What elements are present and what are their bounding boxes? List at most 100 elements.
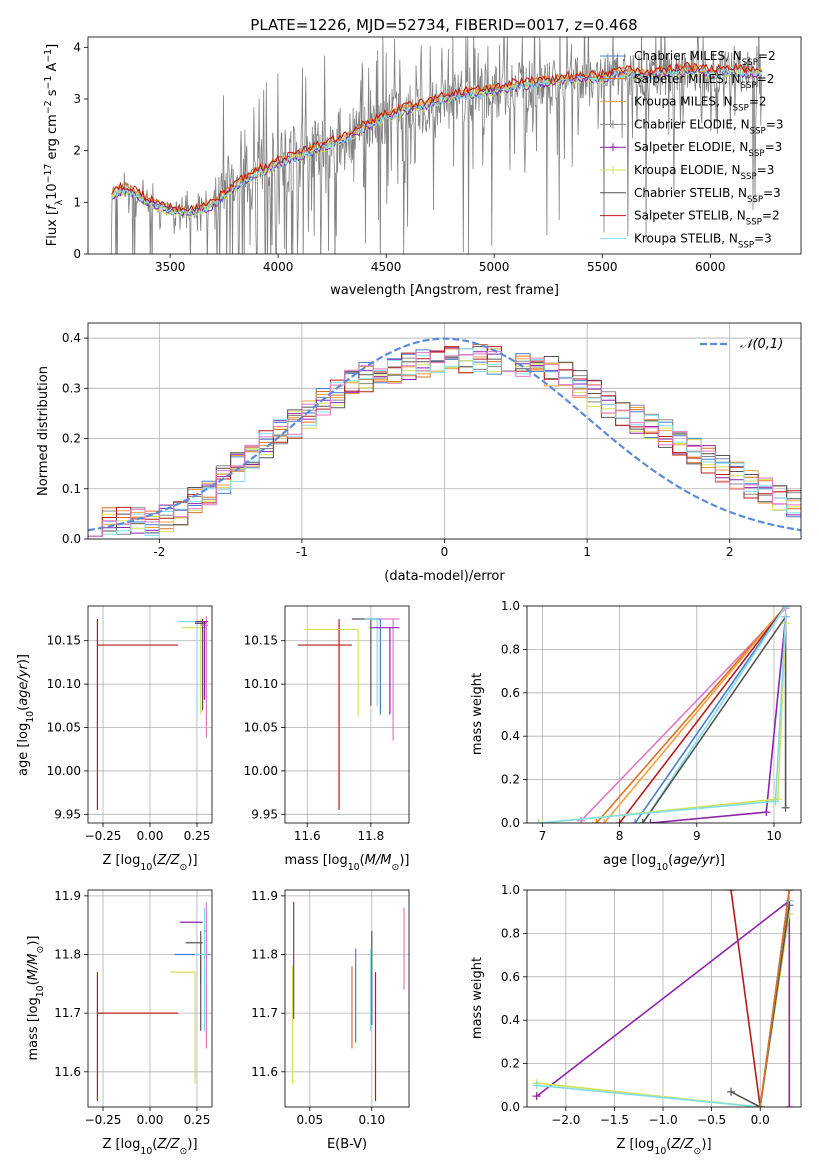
grid-group [285, 890, 409, 1107]
model-spectrum-salpeter_stelib [111, 61, 762, 213]
x-tick-label: 1 [583, 545, 591, 559]
y-tick-label: 11.9 [54, 889, 81, 903]
x-tick-label: 0.05 [296, 1113, 323, 1127]
axes-frame [87, 36, 802, 255]
y-axis-label: Flux [fλ10−17 erg cm−2 s−1 A−1] [43, 44, 65, 246]
x-tick-label: 3500 [155, 260, 186, 274]
y-tick-label: 1.0 [501, 599, 520, 613]
axes-frame [526, 605, 802, 824]
plot-area [297, 618, 400, 810]
y-tick-label: 11.8 [54, 948, 81, 962]
legend: 𝒩(0,1) [700, 337, 783, 352]
y-tick-label: 10.00 [244, 764, 278, 778]
panel-mass_age: 11.6 11.8 9.95 10.00 10.05 10.10 10.15 mass [lo… [244, 605, 410, 873]
weight-marker [534, 819, 543, 823]
error-cross-chabrier-miles [364, 618, 381, 715]
weight-line-chabrier_stelib-4 [730, 905, 791, 1107]
y-axis-label: mass [log10(M/M⊙)] [26, 936, 46, 1061]
x-tick-label: −0.25 [85, 829, 122, 843]
plot-area [534, 606, 790, 823]
x-tick-label: 11.6 [294, 829, 321, 843]
y-tick-label: 0.4 [501, 729, 520, 743]
y-tick-label: 10.05 [47, 721, 81, 735]
y-tick-label: 1 [73, 195, 81, 209]
y-tick-label: 3 [73, 92, 81, 106]
weight-marker [646, 819, 655, 823]
error-cross-salpeter-elodie [370, 627, 400, 715]
y-tick-label: 0.3 [62, 381, 81, 395]
x-tick-label: 7 [539, 829, 547, 843]
error-cross-salpeter-stelib [96, 972, 179, 1102]
legend-entry: 𝒩(0,1) [740, 337, 783, 352]
error-cross-chabrier-stelib [351, 618, 378, 706]
error-cross-salpeter-stelib [297, 619, 352, 810]
weight-line-kroupa_stelib-5 [642, 606, 787, 823]
weight-line-chabrier_stelib-6 [642, 614, 787, 823]
weight-line-chabrier_miles-4 [634, 606, 787, 823]
legend-marker [609, 120, 617, 129]
normal-curve [88, 337, 801, 532]
x-tick-label: 0.25 [184, 829, 211, 843]
weight-line-salpeter_miles-1 [595, 606, 787, 823]
plot-area [96, 616, 209, 810]
y-tick-label: 10.00 [47, 764, 81, 778]
legend-marker [609, 166, 617, 174]
x-tick-label: 11.8 [357, 829, 384, 843]
y-tick-label: 10.15 [47, 634, 81, 648]
weight-line-salpeter_miles-6 [759, 890, 791, 1107]
axes-frame [87, 889, 213, 1108]
residual-histogram-extra_pink [88, 351, 801, 537]
axes-frame [284, 605, 410, 824]
weight-marker [785, 890, 794, 894]
x-tick-label: 0.10 [358, 1113, 385, 1127]
y-tick-label: 11.8 [251, 948, 278, 962]
weight-marker [727, 890, 736, 894]
x-axis-label: E(B-V) [327, 1137, 367, 1152]
weight-marker [615, 819, 624, 823]
legend-entry: Chabrier ELODIE, NSSP=3 [634, 117, 783, 136]
y-tick-label: 0 [73, 247, 81, 261]
model-spectrum-kroupa_stelib [111, 66, 763, 217]
plot-area [532, 890, 794, 1107]
axes-frame [87, 322, 802, 540]
legend-entry: Salpeter ELODIE, NSSP=3 [634, 140, 782, 159]
error-cross-chabrier-stelib [185, 931, 203, 1031]
weight-marker [781, 612, 790, 621]
x-axis-label: (data-model)/error [384, 569, 505, 584]
y-tick-label: 10.10 [47, 677, 81, 691]
x-tick-label: −1.0 [648, 1113, 677, 1127]
error-cross-salpeter-stelib [96, 619, 179, 810]
plot-area [291, 901, 405, 1102]
x-tick-label: 4500 [371, 260, 402, 274]
legend-entry: Kroupa STELIB, NSSP=3 [634, 231, 772, 250]
legend-entry: Kroupa ELODIE, NSSP=3 [634, 163, 774, 182]
weight-marker [781, 803, 790, 812]
plot-area [88, 337, 801, 537]
plot-area [107, 37, 763, 254]
figure-title: PLATE=1226, MJD=52734, FIBERID=0017, z=0… [250, 16, 637, 34]
panel-z_mass: −0.25 0.00 0.25 11.6 11.7 11.8 11.9 Z [log10(Z/… [26, 889, 213, 1157]
y-tick-label: 0.2 [62, 432, 81, 446]
weight-marker [638, 819, 647, 823]
weight-marker [756, 1103, 765, 1107]
weight-line-extra_pink-0 [580, 607, 787, 822]
weight-marker [785, 1103, 794, 1107]
y-tick-label: 0.2 [501, 773, 520, 787]
x-tick-label: 4000 [263, 260, 294, 274]
error-cross-extra [380, 618, 400, 741]
legend-entry: Kroupa MILES, NSSP=2 [634, 95, 767, 114]
y-axis-label: Normed distribution [36, 366, 51, 496]
error-cross-extra [204, 901, 207, 1049]
weight-marker [538, 819, 547, 823]
grid-group [88, 890, 212, 1107]
x-tick-label: 0.0 [751, 1113, 770, 1127]
weight-marker [532, 1092, 541, 1101]
axes-frame [284, 889, 410, 1108]
x-tick-label: −1.5 [600, 1113, 629, 1127]
y-axis-label: mass weight [470, 957, 485, 1039]
x-axis-label: Z [log10(Z/Z⊙)] [102, 853, 197, 873]
x-tick-label: 0 [441, 545, 449, 559]
weight-marker [727, 1087, 736, 1096]
weight-marker [762, 808, 771, 817]
